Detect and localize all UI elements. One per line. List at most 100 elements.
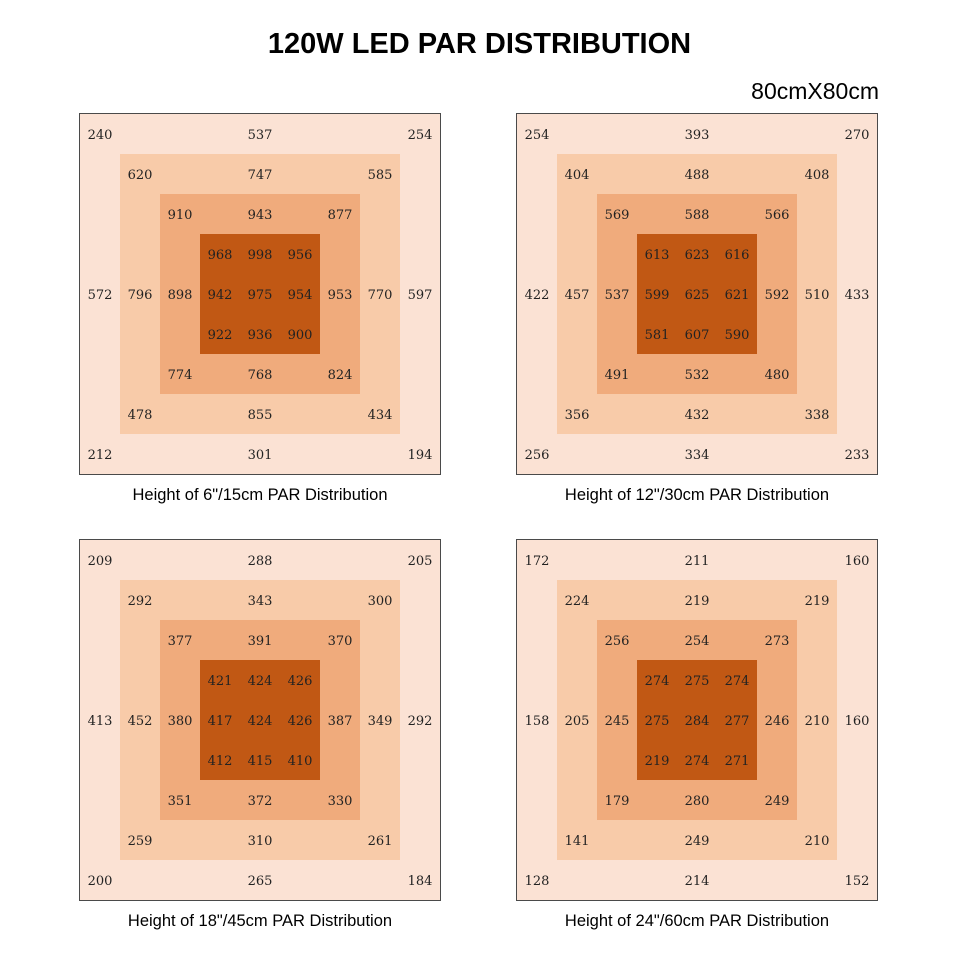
par-value-label: 613 [645, 248, 670, 263]
par-value-label: 271 [725, 754, 750, 769]
par-value-label: 254 [685, 634, 710, 649]
par-value-label: 330 [328, 794, 353, 809]
par-value-label: 349 [368, 714, 393, 729]
par-value-label: 256 [525, 448, 550, 463]
par-value-label: 194 [408, 448, 433, 463]
core-square [200, 660, 320, 780]
par-value-label: 426 [288, 714, 313, 729]
par-value-label: 621 [725, 288, 750, 303]
par-value-label: 597 [408, 288, 433, 303]
par-value-label: 433 [845, 288, 870, 303]
par-panel-15cm: 240 537 254 620 747 585 910 943 877 968 998 956 572 7… [79, 113, 441, 475]
par-value-label: 452 [128, 714, 153, 729]
par-value-label: 537 [605, 288, 630, 303]
par-heatmap-30cm: 254 393 270 404 488 408 569 588 566 613 623 616 422 4… [517, 114, 877, 474]
par-value-label: 391 [248, 634, 273, 649]
par-panel-45cm: 209 288 205 292 343 300 377 391 370 421 424 426 413 4… [79, 539, 441, 901]
par-value-label: 410 [288, 754, 313, 769]
par-value-label: 910 [168, 208, 193, 223]
par-value-label: 393 [685, 128, 710, 143]
par-value-label: 404 [565, 168, 590, 183]
par-value-label: 922 [208, 328, 233, 343]
par-value-label: 370 [328, 634, 353, 649]
par-value-label: 855 [248, 408, 273, 423]
par-value-label: 480 [765, 368, 790, 383]
par-value-label: 478 [128, 408, 153, 423]
par-value-label: 824 [328, 368, 353, 383]
par-value-label: 774 [168, 368, 193, 383]
par-value-label: 415 [248, 754, 273, 769]
par-value-label: 572 [88, 288, 113, 303]
par-value-label: 261 [368, 834, 393, 849]
par-value-label: 532 [685, 368, 710, 383]
par-value-label: 488 [685, 168, 710, 183]
panel-caption-30cm: Height of 12"/30cm PAR Distribution [564, 486, 830, 504]
core-square [637, 660, 757, 780]
par-value-label: 592 [765, 288, 790, 303]
par-value-label: 585 [368, 168, 393, 183]
par-value-label: 422 [525, 288, 550, 303]
par-value-label: 184 [408, 874, 433, 889]
par-value-label: 334 [685, 448, 710, 463]
par-value-label: 426 [288, 674, 313, 689]
par-value-label: 219 [685, 594, 710, 609]
panel-caption-15cm: Height of 6"/15cm PAR Distribution [132, 486, 388, 504]
par-value-label: 233 [845, 448, 870, 463]
par-value-label: 246 [765, 714, 790, 729]
par-value-label: 936 [248, 328, 273, 343]
par-value-label: 210 [805, 714, 830, 729]
par-value-label: 301 [248, 448, 273, 463]
par-value-label: 351 [168, 794, 193, 809]
par-value-label: 796 [128, 288, 153, 303]
par-value-label: 288 [248, 554, 273, 569]
par-value-label: 424 [248, 674, 273, 689]
par-value-label: 275 [645, 714, 670, 729]
par-value-label: 280 [685, 794, 710, 809]
par-value-label: 954 [288, 288, 313, 303]
par-value-label: 270 [845, 128, 870, 143]
par-value-label: 569 [605, 208, 630, 223]
par-value-label: 408 [805, 168, 830, 183]
par-value-label: 205 [565, 714, 590, 729]
par-value-label: 254 [525, 128, 550, 143]
par-value-label: 616 [725, 248, 750, 263]
par-value-label: 259 [128, 834, 153, 849]
par-value-label: 588 [685, 208, 710, 223]
par-value-label: 590 [725, 328, 750, 343]
par-value-label: 343 [248, 594, 273, 609]
par-value-label: 172 [525, 554, 550, 569]
par-value-label: 975 [248, 288, 273, 303]
par-value-label: 179 [605, 794, 630, 809]
par-value-label: 224 [565, 594, 590, 609]
par-value-label: 537 [248, 128, 273, 143]
par-value-label: 412 [208, 754, 233, 769]
par-value-label: 158 [525, 714, 550, 729]
par-value-label: 768 [248, 368, 273, 383]
par-value-label: 413 [88, 714, 113, 729]
par-value-label: 599 [645, 288, 670, 303]
par-value-label: 254 [408, 128, 433, 143]
par-value-label: 620 [128, 168, 153, 183]
par-value-label: 274 [725, 674, 750, 689]
par-value-label: 877 [328, 208, 353, 223]
par-value-label: 277 [725, 714, 750, 729]
par-value-label: 275 [685, 674, 710, 689]
panel-caption-60cm: Height of 24"/60cm PAR Distribution [564, 912, 830, 930]
par-value-label: 249 [765, 794, 790, 809]
par-value-label: 210 [805, 834, 830, 849]
par-value-label: 377 [168, 634, 193, 649]
par-value-label: 274 [685, 754, 710, 769]
par-value-label: 284 [685, 714, 710, 729]
par-value-label: 211 [685, 554, 710, 569]
par-value-label: 898 [168, 288, 193, 303]
par-heatmap-45cm: 209 288 205 292 343 300 377 391 370 421 424 426 413 4… [80, 540, 440, 900]
par-value-label: 240 [88, 128, 113, 143]
par-value-label: 372 [248, 794, 273, 809]
par-value-label: 310 [248, 834, 273, 849]
par-value-label: 942 [208, 288, 233, 303]
par-value-label: 424 [248, 714, 273, 729]
par-value-label: 205 [408, 554, 433, 569]
par-value-label: 249 [685, 834, 710, 849]
par-value-label: 387 [328, 714, 353, 729]
par-value-label: 566 [765, 208, 790, 223]
